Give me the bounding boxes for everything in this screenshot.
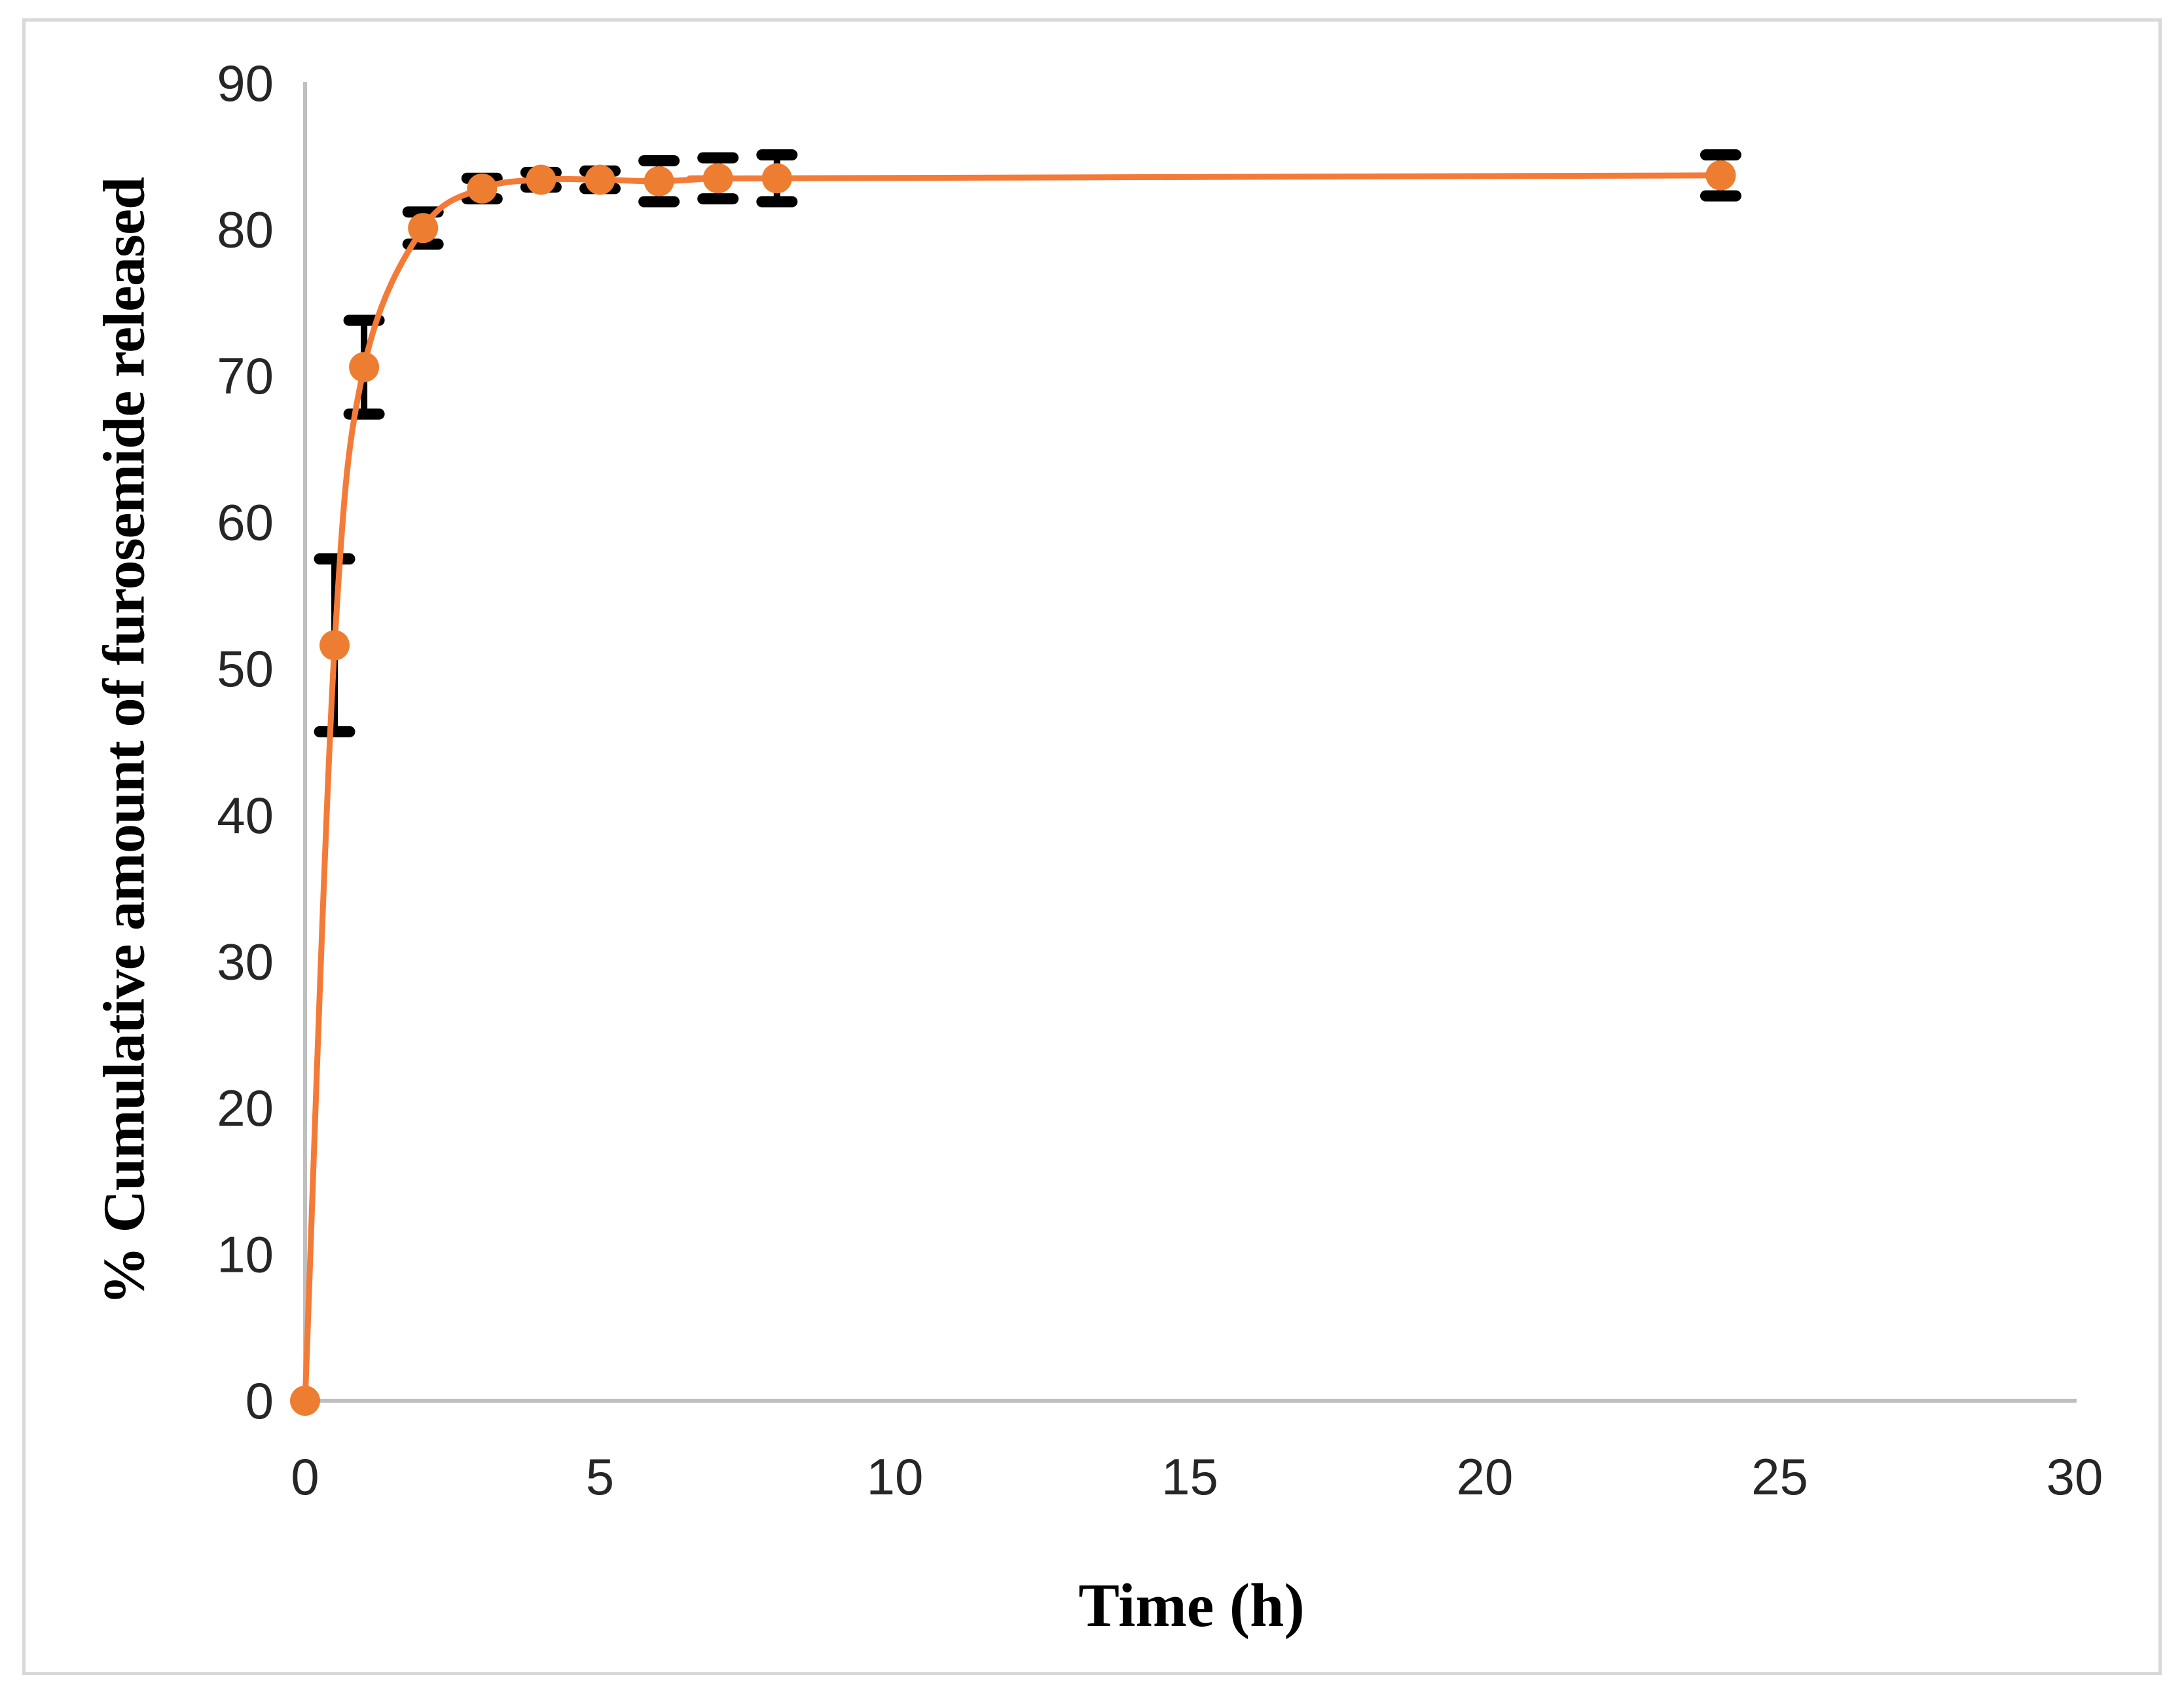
y-tick-label: 10 bbox=[217, 1225, 274, 1283]
y-tick-label: 80 bbox=[217, 201, 274, 259]
data-point-marker bbox=[467, 173, 498, 204]
data-point-marker bbox=[761, 163, 792, 194]
data-point-marker bbox=[349, 352, 380, 382]
x-tick-label: 25 bbox=[1751, 1448, 1808, 1506]
x-axis-title: Time (h) bbox=[1078, 1572, 1305, 1640]
y-tick-label: 20 bbox=[217, 1079, 274, 1137]
x-tick-label: 30 bbox=[2047, 1448, 2103, 1506]
data-point-marker bbox=[585, 164, 615, 195]
data-point-marker bbox=[408, 213, 439, 244]
y-tick-label: 70 bbox=[217, 347, 274, 405]
x-tick-label: 20 bbox=[1457, 1448, 1514, 1506]
data-point-marker bbox=[290, 1386, 320, 1416]
y-tick-label: 30 bbox=[217, 933, 274, 990]
x-tick-label: 5 bbox=[586, 1448, 614, 1506]
data-point-marker bbox=[526, 164, 556, 195]
y-tick-label: 0 bbox=[246, 1372, 274, 1430]
y-tick-label: 50 bbox=[217, 640, 274, 697]
data-point-marker bbox=[702, 163, 733, 194]
data-point-marker bbox=[1705, 160, 1736, 191]
data-point-marker bbox=[319, 630, 350, 661]
figure-frame bbox=[22, 18, 2162, 1675]
y-tick-label: 60 bbox=[217, 494, 274, 551]
x-tick-label: 15 bbox=[1161, 1448, 1218, 1506]
y-tick-label: 40 bbox=[217, 786, 274, 844]
y-axis-title: % Cumulative amount of furosemide releas… bbox=[92, 177, 157, 1306]
x-tick-label: 10 bbox=[867, 1448, 924, 1506]
y-tick-label: 90 bbox=[217, 54, 274, 112]
series-line bbox=[302, 172, 1724, 1404]
x-tick-label: 0 bbox=[291, 1448, 319, 1506]
data-point-marker bbox=[644, 166, 674, 196]
